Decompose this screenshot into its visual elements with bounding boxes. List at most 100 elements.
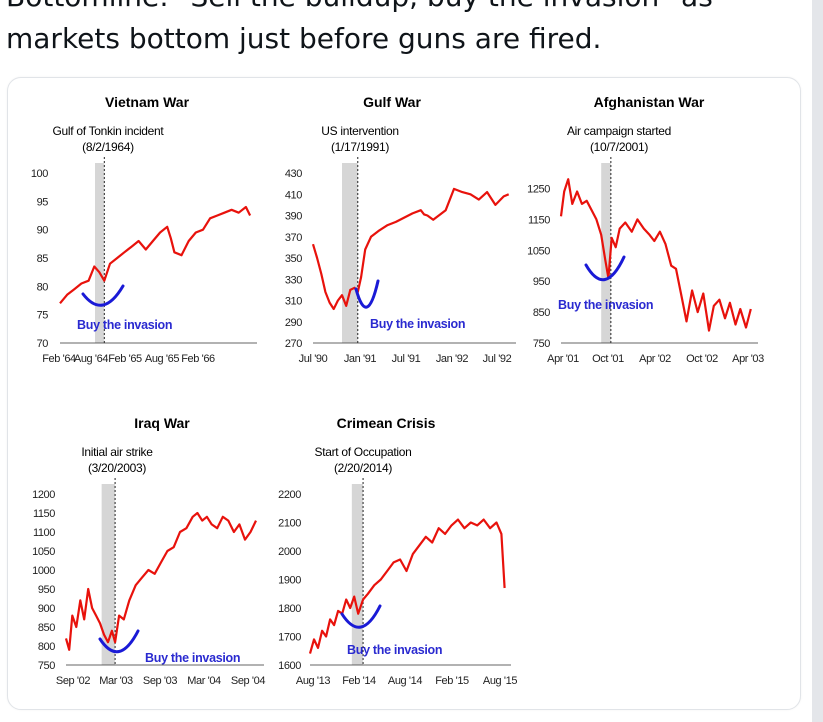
- buy-annotation: Buy the invasion: [558, 298, 653, 312]
- x-tick-label: Aug '64: [74, 353, 108, 365]
- y-tick-label: 2100: [278, 518, 301, 530]
- y-tick-label: 1250: [527, 183, 550, 195]
- y-tick-label: 1800: [278, 603, 301, 615]
- y-tick-label: 310: [285, 296, 302, 308]
- buy-arc: [98, 629, 140, 653]
- x-tick-label: Sep '02: [56, 675, 90, 687]
- x-tick-label: Feb '66: [181, 353, 215, 365]
- y-tick-label: 1150: [528, 214, 550, 226]
- x-tick-label: Feb '65: [108, 353, 142, 365]
- buy-annotation: Buy the invasion: [347, 643, 442, 657]
- y-tick-label: 1100: [33, 527, 55, 539]
- x-tick-label: Jul '92: [483, 353, 512, 365]
- x-tick-label: Jul '91: [392, 353, 421, 365]
- image-card[interactable]: [7, 77, 801, 710]
- x-tick-label: Aug '15: [483, 675, 517, 687]
- y-tick-label: 1200: [32, 489, 55, 501]
- chart-4: Crimean Crisis Start of Occupation (2/20/2…: [278, 415, 518, 687]
- y-tick-label: 950: [38, 584, 55, 596]
- y-tick-label: 900: [38, 603, 55, 615]
- x-tick-label: Jul '90: [299, 353, 328, 365]
- shaded-period: [342, 163, 358, 343]
- event-label: Gulf of Tonkin incident: [53, 124, 165, 138]
- tweet-text-line-1: Bottomline: "Sell the buildup, buy the i…: [6, 0, 713, 14]
- chart-2: Afghanistan War Air campaign started (10/7…: [527, 94, 764, 365]
- scrollbar-track[interactable]: [812, 0, 823, 722]
- x-tick-label: Jan '92: [436, 353, 469, 365]
- series-line: [59, 205, 252, 305]
- x-tick-label: Feb '15: [435, 675, 469, 687]
- y-tick-label: 1900: [278, 575, 301, 587]
- chart-title: Afghanistan War: [594, 94, 705, 110]
- y-tick-label: 430: [285, 168, 302, 180]
- y-tick-label: 95: [37, 196, 49, 208]
- y-tick-label: 750: [38, 660, 55, 672]
- event-date: (2/20/2014): [334, 461, 392, 475]
- buy-annotation: Buy the invasion: [77, 318, 172, 332]
- y-tick-label: 80: [37, 281, 49, 293]
- buy-arc: [81, 284, 125, 307]
- shaded-period: [101, 484, 116, 665]
- y-tick-label: 1050: [527, 245, 550, 257]
- y-tick-label: 1700: [278, 632, 301, 644]
- x-tick-label: Aug '65: [145, 353, 179, 365]
- x-tick-label: Aug '13: [296, 675, 330, 687]
- y-tick-label: 290: [285, 317, 302, 329]
- event-date: (10/7/2001): [590, 140, 648, 154]
- y-tick-label: 85: [37, 253, 49, 265]
- x-tick-label: Oct '02: [686, 353, 718, 365]
- y-tick-label: 270: [285, 338, 302, 350]
- y-tick-label: 75: [37, 310, 49, 322]
- y-tick-label: 350: [285, 253, 302, 265]
- shaded-period: [601, 163, 611, 343]
- y-tick-label: 100: [31, 168, 48, 180]
- y-tick-label: 1600: [278, 660, 301, 672]
- y-tick-label: 370: [285, 232, 302, 244]
- shaded-period: [95, 163, 105, 343]
- y-tick-label: 1050: [32, 546, 55, 558]
- y-tick-label: 1150: [33, 508, 55, 520]
- event-date: (1/17/1991): [331, 140, 389, 154]
- event-label: Start of Occupation: [314, 445, 411, 459]
- series-line: [308, 518, 506, 654]
- y-tick-label: 950: [533, 276, 550, 288]
- x-tick-label: Sep '03: [143, 675, 177, 687]
- y-tick-label: 390: [285, 211, 302, 223]
- series-line: [559, 178, 752, 332]
- x-tick-label: Jan '91: [344, 353, 377, 365]
- chart-title: Iraq War: [134, 415, 190, 431]
- x-tick-label: Apr '02: [639, 353, 671, 365]
- y-tick-label: 90: [37, 225, 49, 237]
- x-tick-label: Oct '01: [592, 353, 624, 365]
- buy-annotation: Buy the invasion: [145, 651, 240, 665]
- y-tick-label: 410: [285, 189, 302, 201]
- chart-0: Vietnam War Gulf of Tonkin incident (8/2/1…: [31, 94, 257, 365]
- event-label: US intervention: [321, 124, 399, 138]
- x-tick-label: Feb '14: [342, 675, 376, 687]
- y-tick-label: 70: [37, 338, 49, 350]
- chart-title: Crimean Crisis: [337, 415, 436, 431]
- series-line: [311, 187, 510, 311]
- x-tick-label: Apr '03: [732, 353, 764, 365]
- shaded-period: [351, 484, 364, 665]
- series-line: [64, 511, 257, 651]
- x-tick-label: Feb '64: [42, 353, 76, 365]
- event-date: (3/20/2003): [88, 461, 146, 475]
- x-tick-label: Aug '14: [388, 675, 422, 687]
- tweet-text-line-2: markets bottom just before guns are fire…: [6, 22, 602, 55]
- event-label: Air campaign started: [567, 124, 671, 138]
- event-label: Initial air strike: [81, 445, 153, 459]
- x-tick-label: Apr '01: [547, 353, 579, 365]
- chart-3: Iraq War Initial air strike (3/20/2003) 750…: [32, 415, 266, 687]
- chart-title: Gulf War: [363, 94, 421, 110]
- y-tick-label: 330: [285, 274, 302, 286]
- chart-1: Gulf War US intervention (1/17/1991) 270 290…: [285, 94, 516, 365]
- buy-annotation: Buy the invasion: [370, 317, 465, 331]
- y-tick-label: 2000: [278, 546, 301, 558]
- y-tick-label: 850: [533, 307, 550, 319]
- event-date: (8/2/1964): [82, 140, 134, 154]
- x-tick-label: Mar '04: [187, 675, 221, 687]
- buy-arc: [354, 279, 380, 309]
- x-tick-label: Sep '04: [231, 675, 265, 687]
